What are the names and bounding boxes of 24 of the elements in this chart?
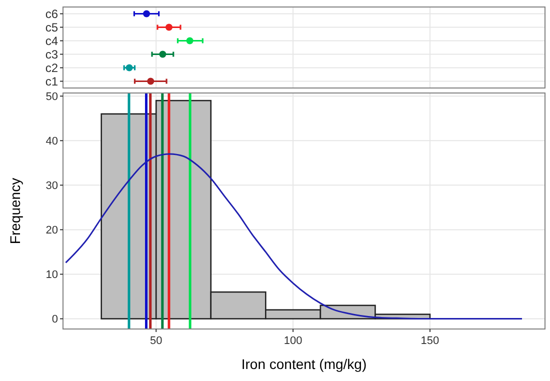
x-tick-label: 150 [420,335,440,347]
y-tick-label: 20 [46,224,58,237]
x-tick-label: 50 [150,335,162,347]
y-tick-label: c1 [45,74,58,88]
point [159,50,166,58]
x-tick-label: 100 [284,335,302,347]
y-tick-label: c3 [45,47,58,62]
point [165,24,172,31]
y-tick-label: 10 [46,269,58,282]
point [186,37,194,44]
y-axis-title: Frequency [7,178,23,244]
y-tick-label: 40 [46,135,58,148]
y-tick-label: c4 [45,34,58,48]
y-tick-label: c2 [45,60,58,75]
x-axis-title: Iron content (mg/kg) [241,356,367,372]
point [143,10,150,18]
y-tick-label: 50 [46,90,58,103]
y-tick-label: c6 [45,6,58,21]
point [126,64,133,72]
y-tick-label: 0 [52,314,58,326]
y-tick-label: c5 [45,20,58,34]
y-tick-label: 30 [46,180,58,192]
line-series [64,153,523,320]
point [147,78,154,85]
